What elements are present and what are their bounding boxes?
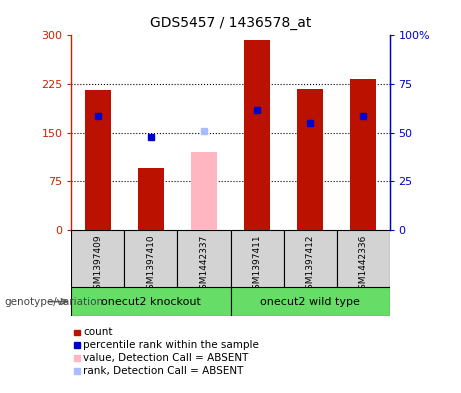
Text: value, Detection Call = ABSENT: value, Detection Call = ABSENT <box>83 353 249 363</box>
Text: genotype/variation: genotype/variation <box>5 297 104 307</box>
Bar <box>350 79 376 230</box>
Text: GSM1397410: GSM1397410 <box>147 235 155 295</box>
Bar <box>244 40 270 230</box>
Bar <box>138 168 164 230</box>
Bar <box>71 287 230 316</box>
Bar <box>230 230 284 287</box>
Bar <box>191 152 217 230</box>
Bar <box>177 230 230 287</box>
Bar <box>230 287 390 316</box>
Bar <box>71 230 124 287</box>
Text: GSM1397412: GSM1397412 <box>306 235 314 295</box>
Bar <box>85 90 111 230</box>
Text: GSM1397409: GSM1397409 <box>94 235 102 295</box>
Text: GSM1397411: GSM1397411 <box>253 235 261 295</box>
Text: GDS5457 / 1436578_at: GDS5457 / 1436578_at <box>150 16 311 30</box>
Text: percentile rank within the sample: percentile rank within the sample <box>83 340 260 350</box>
Bar <box>297 88 323 230</box>
Text: count: count <box>83 327 113 337</box>
Text: onecut2 knockout: onecut2 knockout <box>101 297 201 307</box>
Bar <box>337 230 390 287</box>
Bar <box>284 230 337 287</box>
Text: rank, Detection Call = ABSENT: rank, Detection Call = ABSENT <box>83 366 244 376</box>
Text: onecut2 wild type: onecut2 wild type <box>260 297 360 307</box>
Text: GSM1442337: GSM1442337 <box>200 235 208 295</box>
Text: GSM1442336: GSM1442336 <box>359 235 367 295</box>
Bar <box>124 230 177 287</box>
